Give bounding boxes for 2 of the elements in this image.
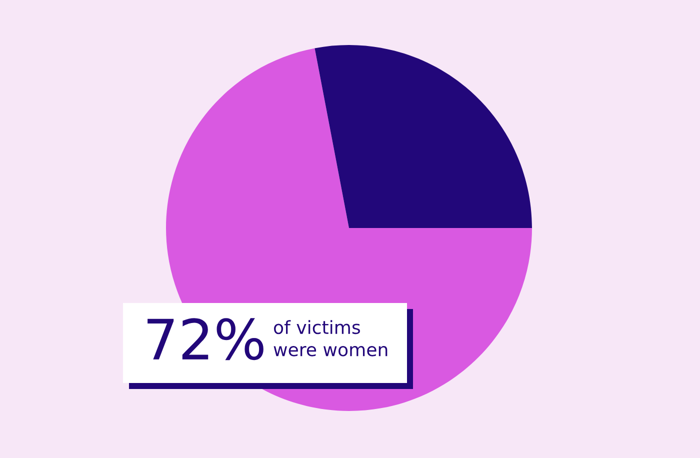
data-label: 72% [148,318,264,360]
text: of victims were women [274,320,388,356]
